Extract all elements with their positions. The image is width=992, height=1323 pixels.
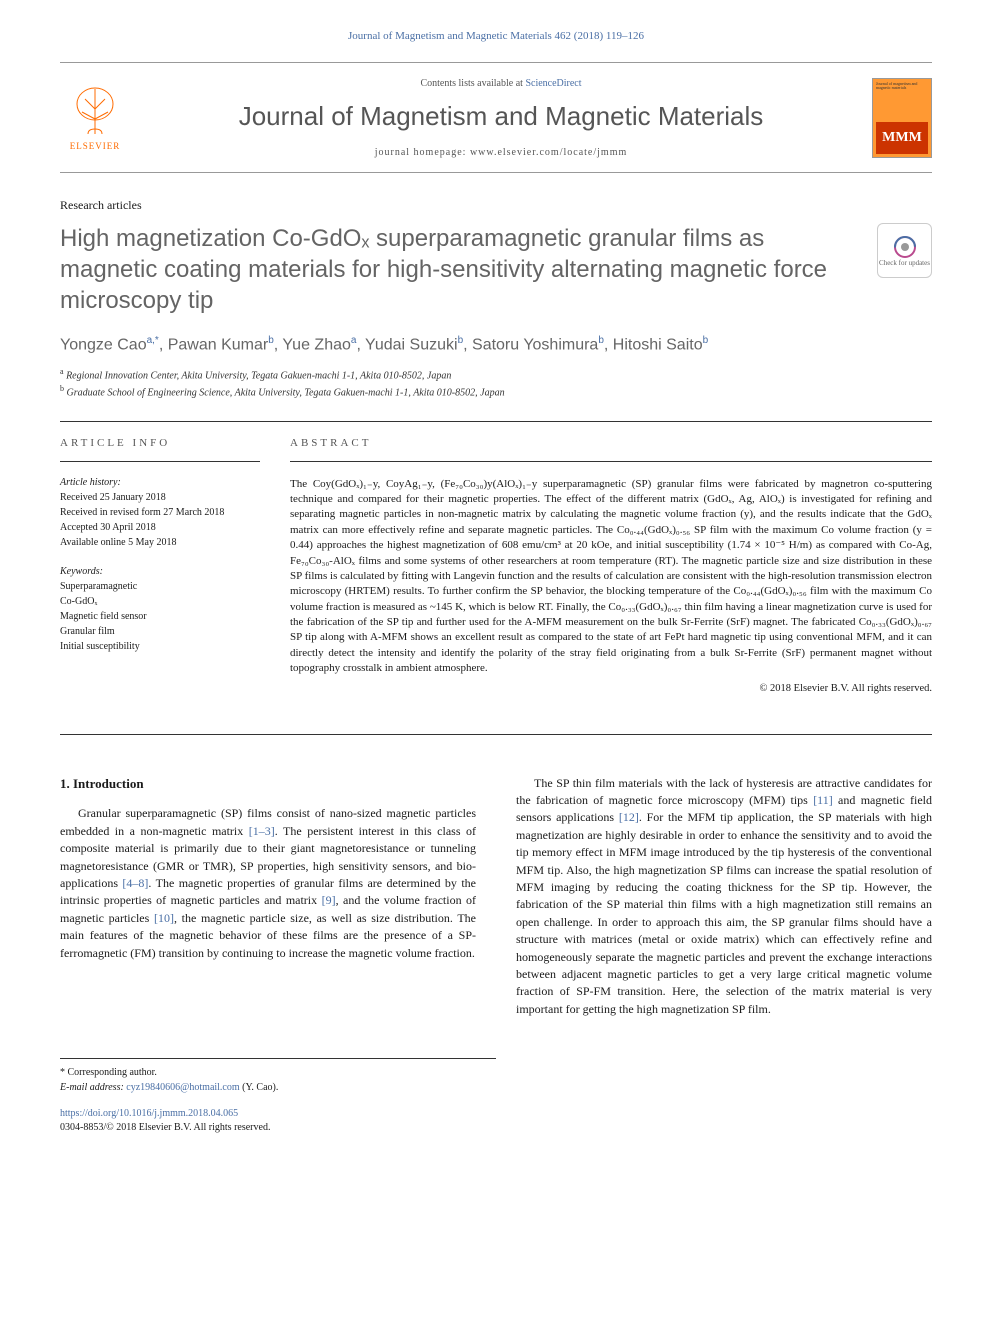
keyword-item: Co-GdOₓ (60, 594, 260, 609)
keyword-item: Granular film (60, 624, 260, 639)
corresponding-label: * Corresponding author. (60, 1065, 496, 1080)
divider (60, 421, 932, 422)
history-item: Available online 5 May 2018 (60, 535, 260, 550)
citation-link[interactable]: [11] (813, 793, 833, 807)
affiliation-a: Regional Innovation Center, Akita Univer… (66, 370, 451, 381)
article-title: High magnetization Co-GdOₓ superparamagn… (60, 223, 877, 317)
citation-link[interactable]: [10] (154, 911, 174, 925)
citation-link[interactable]: [12] (619, 810, 639, 824)
journal-name: Journal of Magnetism and Magnetic Materi… (150, 101, 852, 132)
check-updates-icon (893, 235, 917, 259)
abstract-heading: ABSTRACT (290, 437, 932, 449)
history-item: Accepted 30 April 2018 (60, 520, 260, 535)
journal-header: ELSEVIER Contents lists available at Sci… (60, 62, 932, 173)
homepage-url[interactable]: www.elsevier.com/locate/jmmm (470, 147, 627, 158)
article-info-heading: ARTICLE INFO (60, 437, 260, 449)
abstract-text: The Coy(GdOₓ)₁₋y, CoyAg₁₋y, (Fe₇₀Co₃₀)y(… (290, 477, 932, 677)
email-suffix: (Y. Cao). (240, 1082, 279, 1093)
citation-link[interactable]: [9] (322, 893, 336, 907)
journal-homepage: journal homepage: www.elsevier.com/locat… (150, 147, 852, 158)
history-item: Received 25 January 2018 (60, 490, 260, 505)
article-type: Research articles (60, 198, 932, 213)
doi-link[interactable]: https://doi.org/10.1016/j.jmmm.2018.04.0… (60, 1108, 238, 1119)
journal-reference: Journal of Magnetism and Magnetic Materi… (60, 30, 932, 42)
body-text: 1. Introduction Granular superparamagnet… (60, 775, 932, 1018)
affiliations: a Regional Innovation Center, Akita Univ… (60, 366, 932, 401)
divider (60, 461, 260, 462)
footer: https://doi.org/10.1016/j.jmmm.2018.04.0… (60, 1107, 932, 1135)
issn-copyright: 0304-8853/© 2018 Elsevier B.V. All right… (60, 1121, 932, 1135)
history-label: Article history: (60, 477, 260, 488)
keyword-item: Initial susceptibility (60, 639, 260, 654)
intro-paragraph-2: The SP thin film materials with the lack… (516, 775, 932, 1018)
divider (290, 461, 932, 462)
publisher-name: ELSEVIER (70, 141, 121, 151)
article-info-sidebar: ARTICLE INFO Article history: Received 2… (60, 437, 260, 694)
sciencedirect-link[interactable]: ScienceDirect (525, 78, 581, 89)
author-list: Yongze Caoa,*, Pawan Kumarb, Yue Zhaoa, … (60, 335, 932, 354)
contents-available: Contents lists available at ScienceDirec… (150, 78, 852, 89)
affiliation-b: Graduate School of Engineering Science, … (67, 388, 505, 399)
keyword-item: Superparamagnetic (60, 579, 260, 594)
keywords-label: Keywords: (60, 566, 260, 577)
keyword-item: Magnetic field sensor (60, 609, 260, 624)
corresponding-email[interactable]: cyz19840606@hotmail.com (126, 1082, 239, 1093)
check-updates-badge[interactable]: Check for updates (877, 223, 932, 278)
corresponding-author-block: * Corresponding author. E-mail address: … (60, 1058, 496, 1095)
intro-paragraph-1: Granular superparamagnetic (SP) films co… (60, 805, 476, 962)
elsevier-tree-icon (70, 84, 120, 139)
section-heading-intro: 1. Introduction (60, 775, 476, 794)
citation-link[interactable]: [4–8] (122, 876, 148, 890)
citation-link[interactable]: [1–3] (249, 824, 275, 838)
abstract-column: ABSTRACT The Coy(GdOₓ)₁₋y, CoyAg₁₋y, (Fe… (290, 437, 932, 694)
divider (60, 734, 932, 735)
email-label: E-mail address: (60, 1082, 126, 1093)
publisher-logo[interactable]: ELSEVIER (60, 75, 130, 160)
history-item: Received in revised form 27 March 2018 (60, 505, 260, 520)
journal-cover-thumbnail[interactable]: Journal of magnetism and magnetic materi… (872, 78, 932, 158)
copyright-line: © 2018 Elsevier B.V. All rights reserved… (290, 683, 932, 694)
